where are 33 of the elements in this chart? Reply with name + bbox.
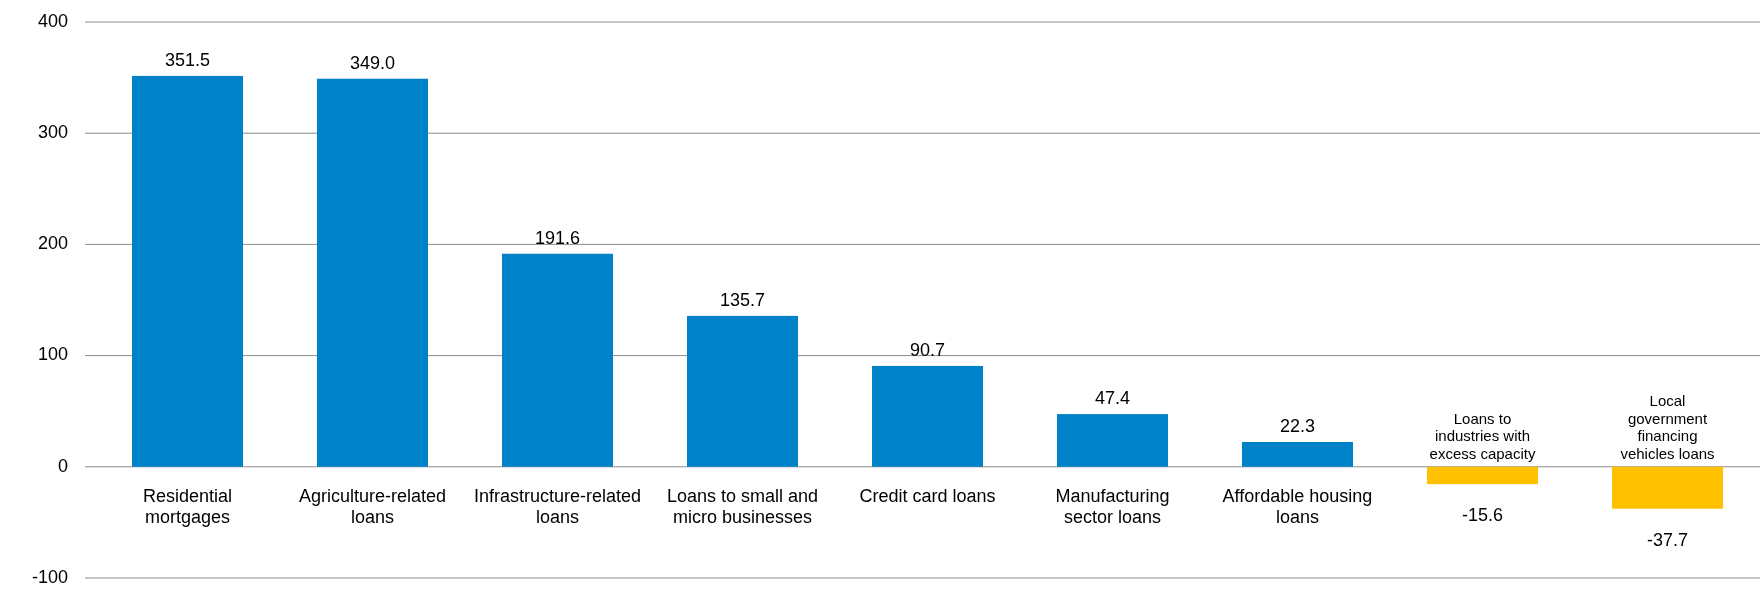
y-tick-label: 300 [37, 121, 68, 142]
x-tick-label: Loans to small and micro businesses [666, 485, 819, 527]
bar [1612, 466, 1723, 509]
bar [1427, 466, 1538, 485]
bar [1242, 442, 1353, 467]
data-label: -37.7 [1646, 529, 1689, 550]
data-label: 349.0 [349, 52, 396, 73]
y-tick-label: 0 [57, 455, 68, 476]
x-tick-label: Loans to industries with excess capacity [1429, 409, 1536, 462]
bar [1057, 414, 1168, 467]
y-tick-label: 200 [37, 233, 68, 254]
data-label: 90.7 [909, 339, 946, 360]
y-tick-label: 400 [37, 10, 68, 31]
x-tick-label: Manufacturing sector loans [1055, 485, 1170, 527]
x-tick-label: Infrastructure-related loans [473, 485, 642, 527]
data-label: 191.6 [534, 227, 581, 248]
y-tick-label: -100 [31, 566, 68, 587]
x-tick-label: Residential mortgages [142, 485, 233, 527]
data-label: 47.4 [1094, 388, 1131, 409]
data-label: 135.7 [719, 289, 766, 310]
bar [317, 78, 428, 467]
data-label: 351.5 [164, 49, 211, 70]
x-tick-label: Agriculture-related loans [298, 485, 447, 527]
x-tick-label: Affordable housing loans [1222, 485, 1373, 527]
bar [872, 365, 983, 467]
x-tick-label: Credit card loans [859, 485, 996, 506]
data-label: 22.3 [1279, 416, 1316, 436]
y-tick-label: 100 [37, 344, 68, 365]
bar [687, 315, 798, 467]
bar [132, 75, 243, 467]
x-tick-label: Local government financing vehicles loans [1620, 392, 1715, 462]
data-label: -15.6 [1461, 504, 1504, 525]
bar [502, 253, 613, 467]
